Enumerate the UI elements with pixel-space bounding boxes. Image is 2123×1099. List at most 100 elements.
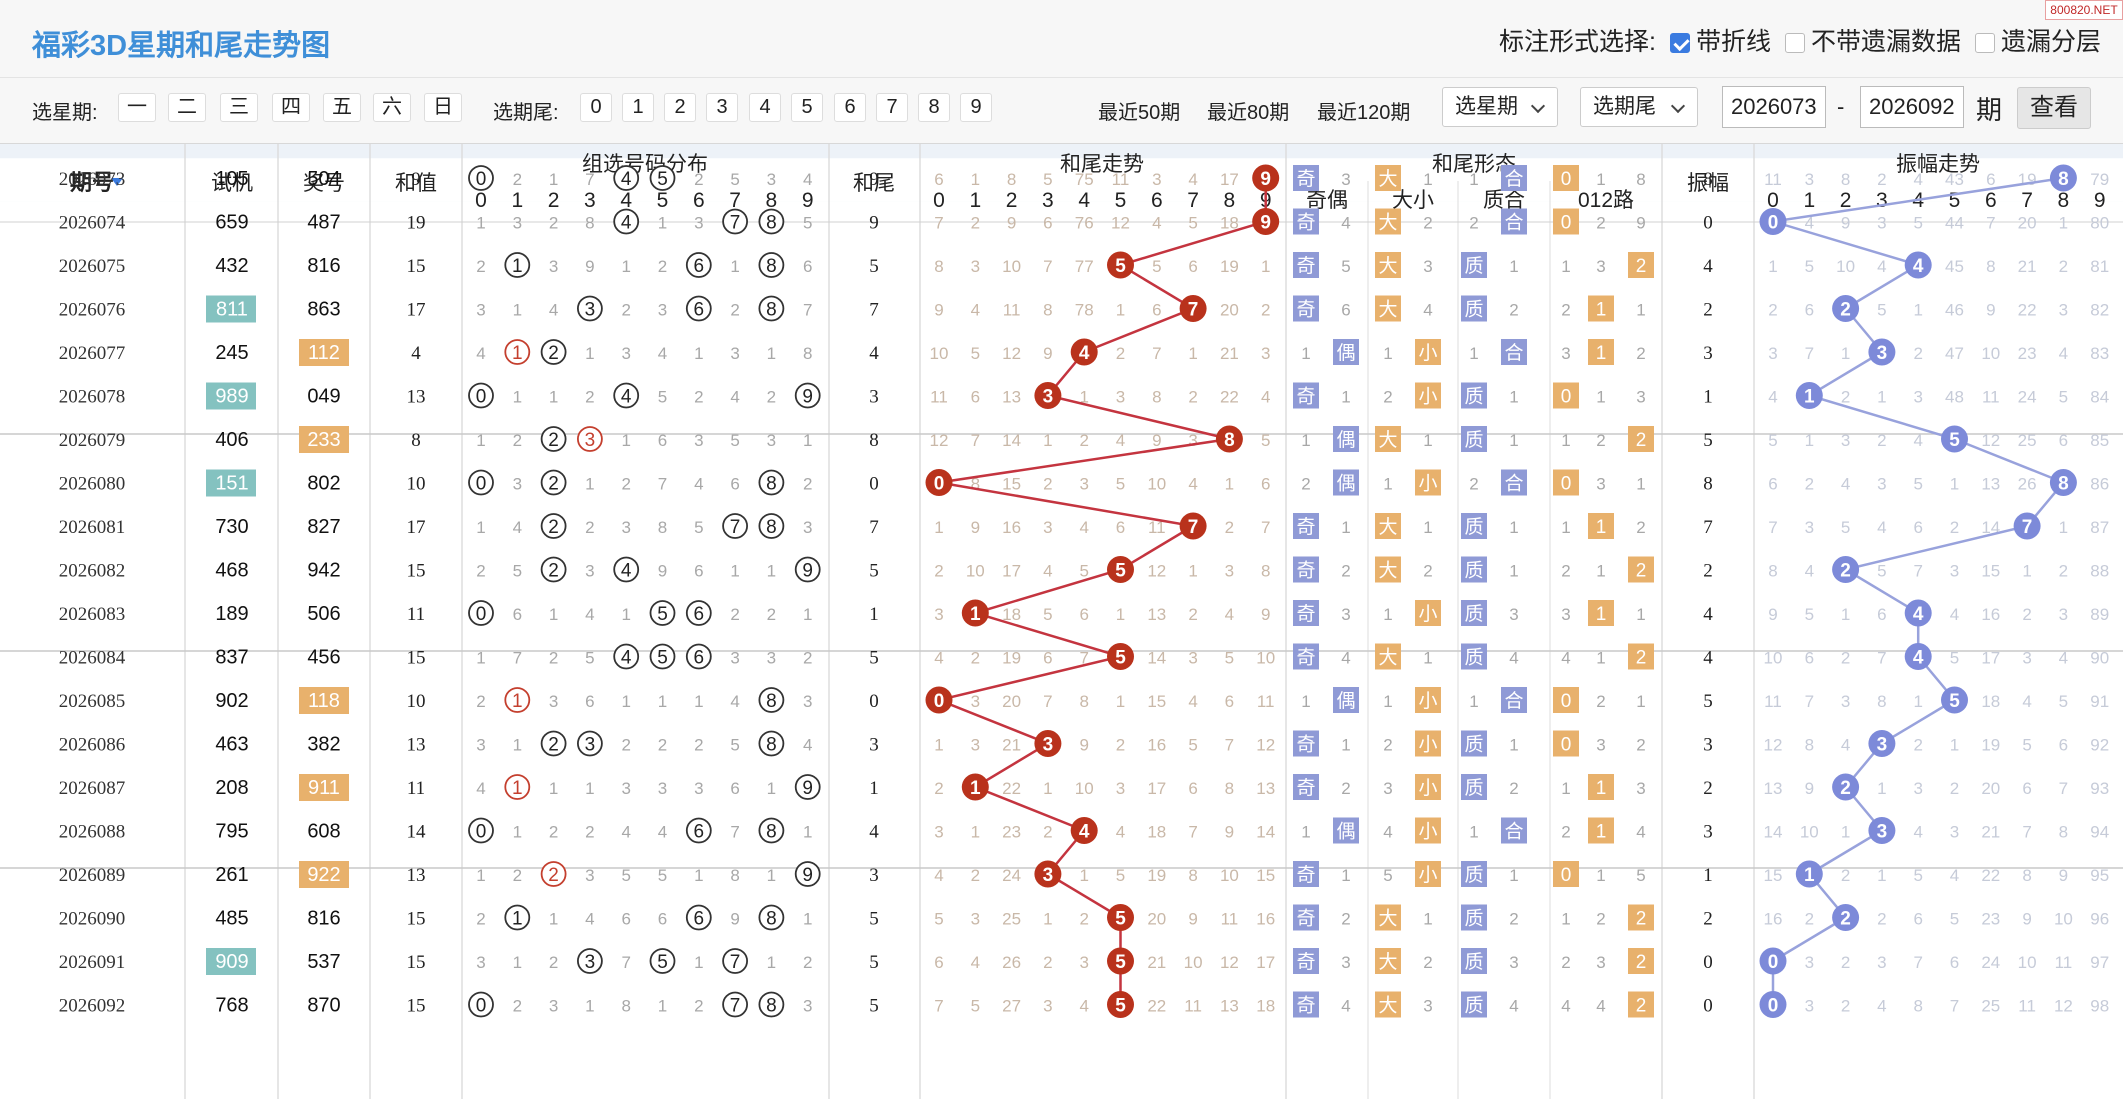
tail-cell: 5 — [869, 256, 879, 277]
form-omit: 1 — [1596, 649, 1605, 668]
issue-cell: 2026088 — [59, 822, 126, 843]
row-bg — [0, 288, 2123, 333]
tail-trend-omit: 2 — [1079, 431, 1088, 450]
amp-ball-label: 0 — [1768, 213, 1779, 234]
tail-button-1[interactable]: 1 — [622, 93, 654, 122]
option-omit-layer[interactable]: 遗漏分层 — [1974, 22, 2101, 58]
tail-trend-omit: 17 — [1220, 170, 1239, 189]
form-omit: 1 — [1561, 910, 1570, 929]
weekday-button-2[interactable]: 三 — [220, 93, 258, 122]
amplitude-cell: 3 — [1703, 822, 1713, 843]
recent-80-link[interactable]: 最近80期 — [1207, 102, 1290, 124]
trial-cell: 768 — [215, 995, 248, 1017]
option-polyline[interactable]: 带折线 — [1669, 22, 1771, 58]
from-issue-input[interactable]: 2026073 — [1722, 86, 1826, 128]
form-omit: 2 — [1383, 736, 1392, 755]
dist-omit: 4 — [694, 475, 703, 494]
tail-button-0[interactable]: 0 — [580, 93, 612, 122]
select-week-dropdown[interactable]: 选星期 — [1442, 87, 1558, 127]
mark-options: 标注形式选择: 带折线 不带遗漏数据 遗漏分层 — [1499, 22, 2101, 58]
amp-trend-omit: 7 — [1986, 214, 1995, 233]
form-oddeven-label: 奇 — [1296, 734, 1315, 756]
option-no-omit[interactable]: 不带遗漏数据 — [1784, 22, 1961, 58]
form-oddeven — [1333, 469, 1359, 496]
sum-cell: 15 — [407, 909, 426, 930]
dist-hit-circle — [758, 991, 785, 1018]
weekday-button-1[interactable]: 二 — [168, 93, 206, 122]
amp-trend-omit: 2 — [1950, 779, 1959, 798]
dist-omit: 3 — [621, 344, 630, 363]
form-oddeven — [1293, 382, 1319, 409]
tail-label: 选期尾: — [493, 102, 559, 124]
dist-hit-circle — [685, 295, 712, 322]
tail-trend-omit: 2 — [1261, 301, 1270, 320]
dist-omit: 7 — [621, 953, 630, 972]
tail-button-5[interactable]: 5 — [791, 93, 823, 122]
amp-trend-omit: 1 — [1950, 736, 1959, 755]
recent-120-link[interactable]: 最近120期 — [1317, 102, 1411, 124]
recent-50-link[interactable]: 最近50期 — [1098, 102, 1181, 124]
form-road-label: 2 — [1636, 952, 1647, 973]
tail-button-3[interactable]: 3 — [706, 93, 738, 122]
form-road — [1628, 643, 1654, 670]
weekday-button-0[interactable]: 一 — [118, 93, 156, 122]
amp-trend-omit: 2 — [2059, 257, 2068, 276]
tail-cell: 1 — [869, 604, 879, 625]
to-issue-input[interactable]: 2026092 — [1860, 86, 1964, 128]
dist-omit: 2 — [767, 605, 776, 624]
checkbox-icon[interactable] — [1669, 33, 1690, 53]
amp-trend-omit: 2 — [2059, 562, 2068, 581]
form-road — [1588, 339, 1614, 365]
amp-trend-omit: 94 — [2090, 823, 2109, 842]
dist-omit: 3 — [694, 214, 703, 233]
weekday-button-3[interactable]: 四 — [272, 93, 310, 122]
dist-hit-label: 8 — [766, 822, 777, 843]
form-bigsmall-label: 大 — [1378, 560, 1397, 582]
tail-trend-omit: 7 — [1188, 823, 1197, 842]
weekday-button-5[interactable]: 六 — [373, 93, 411, 122]
dist-omit: 8 — [730, 866, 739, 885]
checkbox-icon[interactable] — [1974, 33, 1995, 53]
amp-trend-omit: 7 — [2059, 779, 2068, 798]
dist-omit: 4 — [730, 388, 739, 407]
amplitude-cell: 2 — [1703, 909, 1713, 930]
weekday-button-6[interactable]: 日 — [424, 93, 462, 122]
tail-button-8[interactable]: 8 — [918, 93, 950, 122]
trend-digit-header: 3 — [1042, 189, 1054, 212]
tail-trend-omit: 3 — [1188, 431, 1197, 450]
dist-omit: 2 — [767, 388, 776, 407]
form-omit: 1 — [1341, 866, 1350, 885]
amp-trend-omit: 4 — [1913, 823, 1922, 842]
checkbox-icon[interactable] — [1784, 33, 1805, 53]
form-omit: 4 — [1509, 997, 1518, 1016]
weekday-button-4[interactable]: 五 — [323, 93, 361, 122]
trial-cell: 208 — [215, 777, 248, 799]
view-button[interactable]: 查看 — [2017, 87, 2091, 129]
dist-digit-header: 3 — [584, 189, 596, 212]
dist-omit: 1 — [694, 866, 703, 885]
amp-trend-omit: 7 — [1805, 692, 1814, 711]
tail-button-7[interactable]: 7 — [876, 93, 908, 122]
dist-omit: 7 — [658, 475, 667, 494]
tail-button-4[interactable]: 4 — [749, 93, 781, 122]
trial-highlight — [206, 948, 256, 975]
amp-ball — [1759, 991, 1787, 1018]
select-tail-dropdown[interactable]: 选期尾 — [1580, 87, 1698, 127]
dist-omit: 1 — [621, 431, 630, 450]
trial-cell: 245 — [215, 342, 248, 364]
tail-button-2[interactable]: 2 — [664, 93, 696, 122]
dist-omit: 1 — [621, 692, 630, 711]
tail-button-9[interactable]: 9 — [960, 93, 992, 122]
amp-digit-header: 1 — [1803, 189, 1815, 212]
amp-trend-omit: 6 — [1768, 475, 1777, 494]
tail-button-6[interactable]: 6 — [834, 93, 866, 122]
amp-trend-omit: 84 — [2090, 388, 2109, 407]
dist-omit: 3 — [549, 257, 558, 276]
dist-digit-header: 0 — [475, 189, 487, 212]
form-primecomp — [1461, 252, 1487, 278]
dist-omit: 4 — [621, 823, 630, 842]
dist-hit-circle — [722, 991, 748, 1018]
tail-cell: 5 — [869, 648, 879, 669]
dist-omit: 8 — [621, 997, 630, 1016]
tail-trend-omit: 11 — [930, 388, 948, 407]
